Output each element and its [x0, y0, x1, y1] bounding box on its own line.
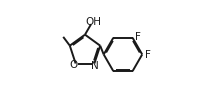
Text: F: F — [135, 32, 141, 42]
Text: OH: OH — [85, 17, 101, 27]
Text: O: O — [70, 60, 78, 70]
Text: N: N — [91, 61, 99, 71]
Text: F: F — [145, 50, 150, 60]
